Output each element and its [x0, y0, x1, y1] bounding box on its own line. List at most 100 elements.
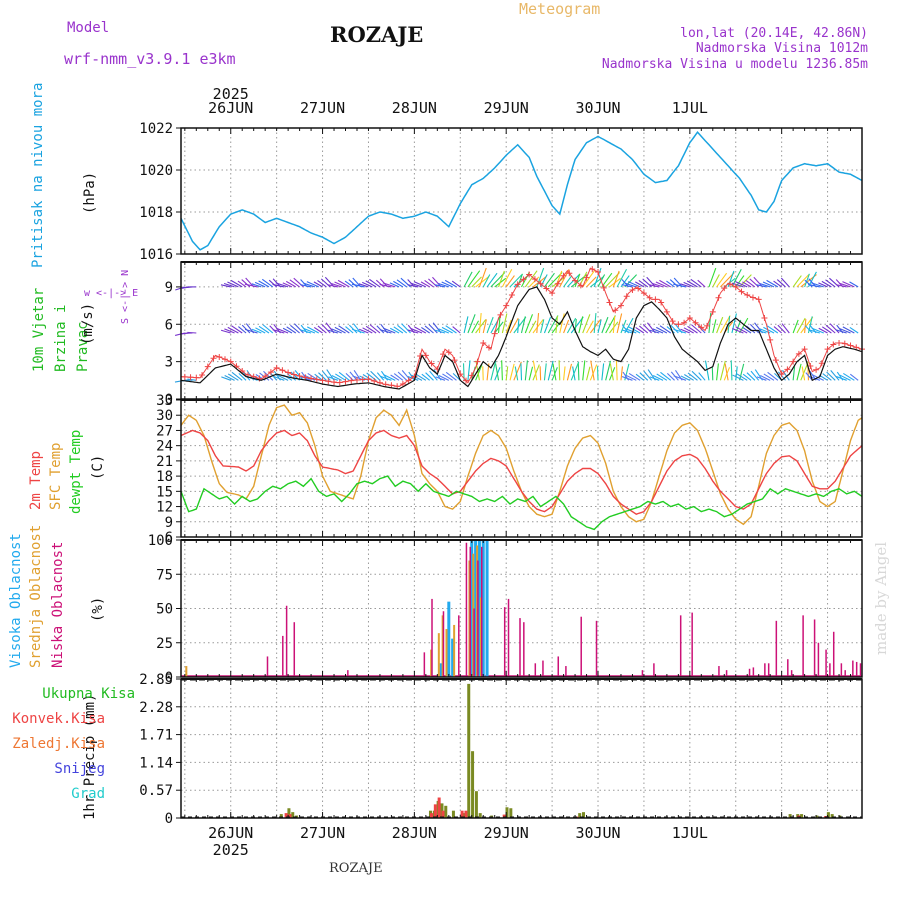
wind-gust-marker	[399, 381, 406, 388]
y-tick-label: 21	[156, 454, 173, 470]
low-cloud-bar	[293, 622, 296, 677]
wind-gust-marker	[675, 321, 682, 328]
wind-gust-marker	[508, 292, 515, 299]
wind-barb	[777, 324, 786, 334]
wind-barb	[586, 366, 591, 381]
wind-gust-marker	[514, 281, 521, 288]
mid-cloud-bar	[476, 545, 479, 677]
wind-barb	[621, 329, 633, 334]
high-cloud-bar	[439, 663, 443, 677]
wind-barb	[656, 373, 668, 381]
wind-barb	[393, 280, 404, 288]
wind-barb	[749, 278, 760, 288]
wind-barb	[842, 326, 855, 334]
wind-barb	[187, 378, 197, 381]
wind-barb	[586, 276, 597, 288]
y-tick-label: 0.57	[139, 783, 173, 799]
wind-barb	[669, 279, 679, 288]
wind-barb	[652, 282, 664, 288]
wind-barb	[365, 280, 377, 288]
wind-barb	[742, 326, 752, 334]
wind-barb	[230, 279, 243, 288]
wind-barb	[532, 360, 538, 381]
wind-barb	[175, 286, 185, 291]
wind-barb	[200, 333, 208, 336]
wind-barb	[649, 329, 660, 334]
wind-barb	[358, 283, 369, 288]
wind-gust-marker	[554, 280, 561, 287]
wind-gust-marker	[772, 357, 779, 364]
wind-barb	[524, 270, 538, 288]
wind-barb	[445, 371, 457, 381]
wind-barb	[272, 329, 285, 334]
wind-gust-marker	[445, 349, 452, 356]
panel-frame	[180, 399, 863, 538]
wind-barb	[532, 319, 544, 334]
wind-barb	[624, 327, 637, 334]
wind-barb	[318, 372, 327, 381]
low-cloud-bar	[580, 616, 582, 677]
wind-barb	[383, 374, 396, 381]
wind-barb	[382, 327, 396, 334]
wind-barb	[804, 279, 813, 288]
low-cloud-bar	[855, 661, 858, 677]
wind-gust-marker	[738, 288, 745, 295]
wind-barb	[616, 313, 623, 334]
low-cloud-bar	[282, 635, 284, 677]
wind-barb	[231, 371, 243, 381]
wind-barb	[351, 328, 365, 334]
y-tick-label: 9	[165, 280, 173, 296]
axis-labels: 1016101810201022036969121518212427303302…	[139, 85, 708, 859]
wind-gust-marker	[451, 357, 458, 364]
wind-barb	[691, 324, 702, 334]
low-cloud-bar	[347, 670, 349, 677]
wind-barb	[835, 329, 847, 334]
wind-barb	[686, 280, 698, 288]
wind-barb	[231, 325, 243, 334]
wind-compass: w <-|-> E S <-|-> N	[84, 262, 154, 326]
wind-barb	[410, 327, 423, 334]
wind-gust-marker	[485, 344, 492, 351]
wind-barb	[435, 376, 446, 381]
wind-barb	[582, 314, 591, 334]
wind-barb	[612, 316, 616, 334]
wind-barb	[642, 278, 652, 288]
wind-barb	[808, 329, 821, 334]
wind-barb	[452, 326, 461, 334]
wind-barb	[428, 323, 438, 334]
wind-barb	[379, 283, 392, 288]
wind-barb	[830, 370, 840, 381]
panel-frame	[180, 678, 863, 819]
wind-barb	[438, 282, 449, 288]
wind-gust-marker	[187, 374, 194, 381]
low-cloud-bar	[266, 656, 269, 677]
wind-barb	[320, 278, 331, 288]
wind-gust-marker	[709, 308, 716, 315]
station-title: ROZAJE	[330, 22, 424, 47]
wind-barb	[421, 373, 431, 381]
wind-barb	[719, 315, 731, 334]
wind-barb	[227, 326, 239, 334]
wind-barb	[739, 274, 752, 288]
wind-gust-marker	[371, 377, 378, 384]
low-cloud-bar	[840, 663, 843, 677]
lonlat-label: lon,lat (20.14E, 42.86N)	[680, 26, 868, 41]
wind-barb	[638, 325, 649, 334]
low-cloud-bar	[752, 667, 755, 677]
grid-layer	[181, 127, 862, 819]
wind-barb	[396, 279, 408, 288]
wind-barb	[563, 319, 570, 334]
wind-barb	[652, 375, 664, 381]
wind-barb	[621, 284, 633, 288]
total-rain-bar	[826, 812, 830, 818]
wind-barb	[536, 313, 540, 334]
wind-barb	[203, 333, 212, 335]
wind-barb	[756, 376, 767, 381]
wind-barb	[197, 285, 204, 286]
wind-gust-marker	[279, 367, 286, 374]
wind-barb	[286, 326, 297, 334]
wind-gust-marker	[342, 378, 349, 385]
wind-gust-marker	[422, 352, 429, 359]
wind-barb	[514, 366, 519, 381]
wind-gust-marker	[813, 366, 820, 373]
